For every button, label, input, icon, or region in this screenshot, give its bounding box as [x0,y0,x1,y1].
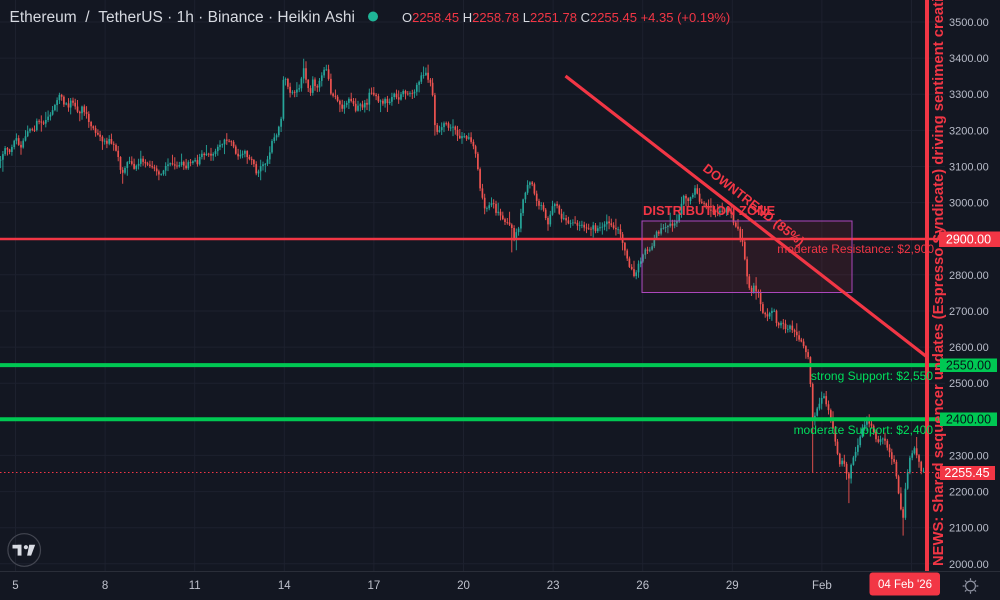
svg-text:17: 17 [368,580,381,592]
svg-text:Ethereum / TetherUS · 1h · B: Ethereum / TetherUS · 1h · Binance · Hei… [10,9,355,26]
svg-text:8: 8 [102,580,108,592]
svg-text:3200.00: 3200.00 [949,125,989,137]
svg-text:2550.00: 2550.00 [946,359,991,373]
svg-text:strong Support: $2,550: strong Support: $2,550 [811,369,933,383]
svg-text:2400.00: 2400.00 [946,413,991,427]
svg-text:moderate Support: $2,400: moderate Support: $2,400 [794,423,934,437]
svg-text:29: 29 [726,580,739,592]
svg-text:2300.00: 2300.00 [949,450,989,462]
svg-text:2800.00: 2800.00 [949,270,989,282]
svg-text:2000.00: 2000.00 [949,559,989,571]
svg-text:20: 20 [457,580,470,592]
svg-text:14: 14 [278,580,291,592]
svg-text:2200.00: 2200.00 [949,487,989,499]
svg-text:2700.00: 2700.00 [949,306,989,318]
svg-text:DISTRIBUTION ZONE: DISTRIBUTION ZONE [643,203,775,218]
svg-text:2600.00: 2600.00 [949,342,989,354]
svg-text:2500.00: 2500.00 [949,378,989,390]
svg-text:3100.00: 3100.00 [949,162,989,174]
svg-text:3400.00: 3400.00 [949,53,989,65]
svg-text:NEWS: Shared sequencer updates: NEWS: Shared sequencer updates (Espresso… [931,0,947,566]
svg-text:Feb: Feb [812,580,832,592]
svg-text:O2258.45 H2258.78 L2251.78 C22: O2258.45 H2258.78 L2251.78 C2255.45 +4.3… [402,10,730,25]
svg-text:2900.00: 2900.00 [946,233,991,247]
svg-text:04 Feb '26: 04 Feb '26 [878,579,932,591]
svg-text:26: 26 [636,580,649,592]
svg-text:5: 5 [12,580,18,592]
svg-text:3000.00: 3000.00 [949,198,989,210]
svg-text:3500.00: 3500.00 [949,17,989,29]
svg-text:2100.00: 2100.00 [949,523,989,535]
svg-text:11: 11 [189,580,201,592]
svg-text:2255.45: 2255.45 [944,466,989,480]
svg-text:23: 23 [547,580,560,592]
svg-text:moderate Resistance: $2,900: moderate Resistance: $2,900 [777,242,934,256]
svg-text:3300.00: 3300.00 [949,89,989,101]
